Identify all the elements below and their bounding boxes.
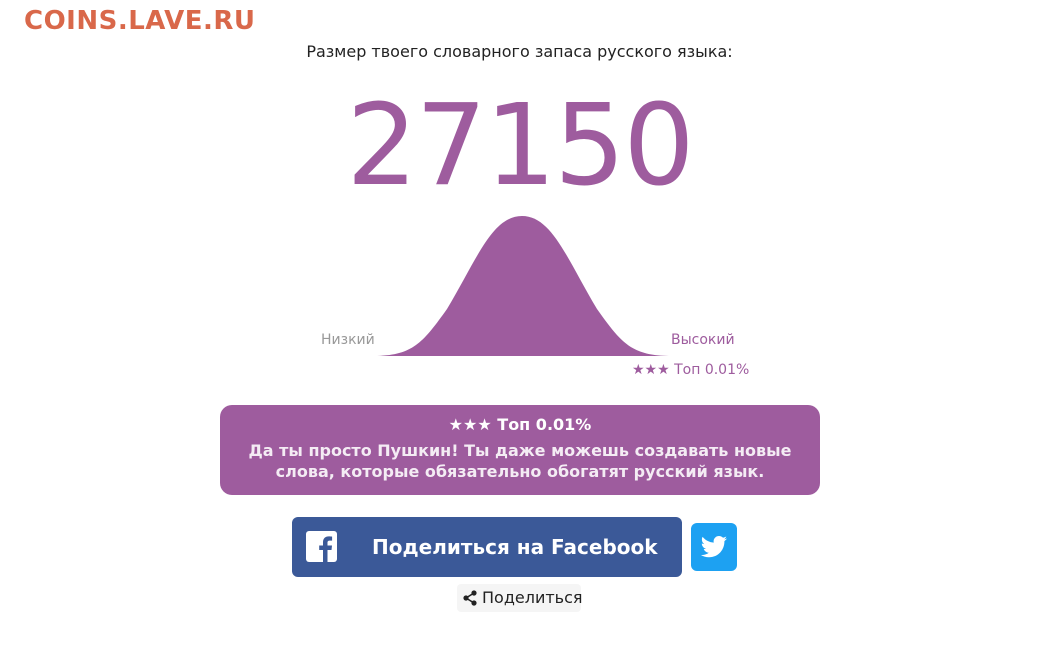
result-heading: Размер твоего словарного запаса русского… (306, 42, 733, 61)
share-generic-button[interactable]: Поделиться (457, 584, 583, 612)
facebook-icon (306, 531, 337, 562)
verdict-text: Да ты просто Пушкин! Ты даже можешь созд… (248, 441, 792, 481)
verdict-box: ★★★ Топ 0.01% Да ты просто Пушкин! Ты да… (220, 405, 820, 495)
verdict-rank: ★★★ Топ 0.01% (448, 415, 592, 434)
bell-curve-shape (372, 216, 672, 356)
high-label: Высокий (671, 332, 735, 348)
vocabulary-score: 27150 (346, 81, 694, 211)
share-facebook-label: Поделиться на Facebook (372, 535, 658, 559)
share-facebook-button[interactable]: Поделиться на Facebook (292, 517, 682, 577)
distribution-curve (372, 214, 672, 356)
rank-label: ★★★ Топ 0.01% (632, 362, 750, 378)
twitter-bird-icon (700, 536, 727, 558)
site-logo[interactable]: COINS.LAVE.RU (24, 6, 256, 36)
share-generic-label: Поделиться (482, 588, 583, 607)
share-icon (463, 590, 477, 606)
share-twitter-button[interactable] (691, 523, 737, 571)
low-label: Низкий (321, 332, 375, 348)
